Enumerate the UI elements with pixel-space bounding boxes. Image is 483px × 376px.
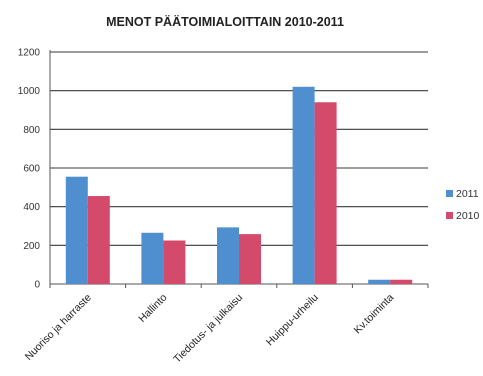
bar-2010-2: [163, 240, 186, 284]
x-category-label: Huippu-urheilu: [264, 292, 321, 349]
y-tick-label: 1000: [18, 86, 41, 97]
y-tick-label: 800: [23, 125, 40, 136]
y-tick-label: 1200: [18, 48, 41, 59]
x-axis-categories: Nuoriso ja harraste Hallinto Tiedotus- ja …: [23, 284, 429, 366]
bar-2011-2: [141, 232, 164, 284]
bar-2011-5: [368, 279, 391, 284]
y-tick-label: 400: [23, 202, 40, 213]
bar-2011-4: [292, 86, 315, 284]
y-tick-label: 200: [23, 241, 40, 252]
bar-2010-1: [87, 196, 110, 284]
grid: [49, 50, 428, 285]
bar-2010-4: [314, 102, 337, 285]
x-category-label: Kv.toiminta: [352, 292, 397, 337]
y-axis-ticks: 0 200 400 600 800 1000 1200: [18, 48, 41, 291]
y-tick-label: 600: [23, 164, 40, 175]
legend-label-2010: 2010: [456, 210, 480, 222]
chart-title: MENOT PÄÄTOIMIALOITTAIN 2010-2011: [106, 14, 344, 29]
x-category-label: Hallinto: [136, 292, 169, 325]
bars: [65, 86, 413, 285]
legend-swatch-2011: [446, 190, 453, 197]
bar-2010-5: [390, 279, 413, 284]
legend-label-2011: 2011: [456, 188, 479, 200]
y-tick-label: 0: [34, 280, 40, 291]
x-category-label: Nuoriso ja harraste: [23, 292, 94, 363]
legend-swatch-2010: [446, 212, 453, 219]
bar-2010-3: [239, 234, 261, 284]
bar-2011-1: [65, 176, 88, 284]
bar-2011-3: [217, 227, 239, 284]
x-category-label: Tiedotus- ja julkaisu: [171, 292, 245, 366]
legend: 2011 2010: [446, 188, 480, 222]
